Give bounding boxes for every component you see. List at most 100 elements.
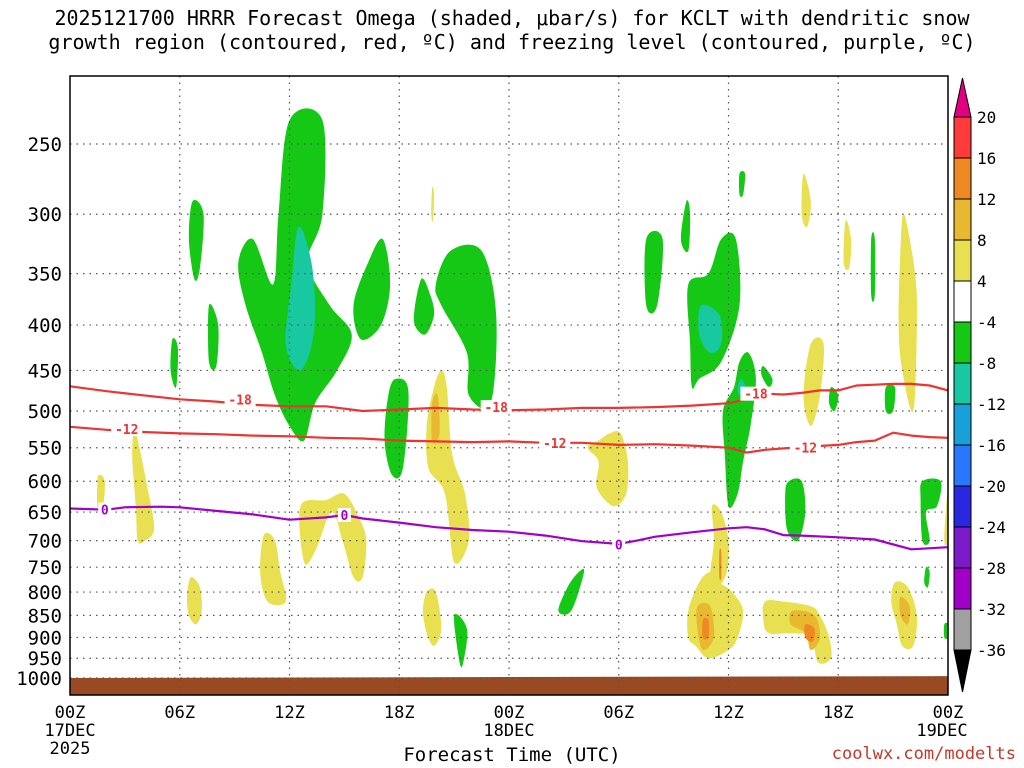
omega-region xyxy=(431,393,440,443)
dgz-minus18-label-bg xyxy=(480,400,512,415)
omega-region xyxy=(702,617,710,640)
colorbar-segment xyxy=(953,157,972,200)
dgz-minus12-label-bg xyxy=(539,435,571,450)
omega-region xyxy=(207,303,219,371)
dgz-minus12-line xyxy=(70,425,948,454)
y-tick-label: 650 xyxy=(28,502,62,524)
omega-region xyxy=(423,588,442,646)
colorbar-segment xyxy=(953,280,972,323)
dgz-minus18-label-bg xyxy=(740,386,772,401)
x-date-label: 2025 xyxy=(50,739,91,759)
colorbar-level-label: -4 xyxy=(977,313,996,332)
omega-region xyxy=(898,213,918,413)
colorbar-level-label: 12 xyxy=(977,190,996,209)
omega-region xyxy=(943,622,948,640)
watermark[interactable]: coolwx.com/modelts xyxy=(831,744,1016,764)
colorbar-level-label: -8 xyxy=(977,354,996,373)
dgz-minus18-label: -18 xyxy=(484,401,508,416)
x-tick-label: 12Z xyxy=(713,703,744,723)
x-date-label: 17DEC xyxy=(44,721,95,741)
x-tick-label: 18Z xyxy=(823,703,854,723)
y-tick-label: 350 xyxy=(28,264,62,286)
x-tick-label: 12Z xyxy=(274,703,305,723)
omega-shading-layer xyxy=(96,108,948,668)
omega-region xyxy=(299,493,367,582)
y-tick-label: 700 xyxy=(28,531,62,553)
colorbar-segment xyxy=(953,526,972,569)
omega-region xyxy=(260,532,287,606)
colorbar-level-label: -28 xyxy=(977,559,1006,578)
omega-region xyxy=(803,337,825,427)
terrain-layer xyxy=(70,676,948,695)
omega-region xyxy=(188,199,204,281)
colorbar-segment xyxy=(953,239,972,282)
axes-layer: 2503003504004505005506006507007508008509… xyxy=(16,75,968,759)
colorbar: 20 16 12 8 4 -4 -8 -12 -16 -20 -24 -28 -32 -36 xyxy=(953,77,1006,693)
y-tick-label: 800 xyxy=(28,582,62,604)
omega-region xyxy=(870,232,876,302)
omega-region xyxy=(426,370,470,564)
x-tick-label: 06Z xyxy=(164,703,195,723)
x-date-label: 19DEC xyxy=(916,721,967,741)
colorbar-level-label: 4 xyxy=(977,272,987,291)
colorbar-level-label: -36 xyxy=(977,641,1006,660)
colorbar-segment xyxy=(953,485,972,528)
omega-region xyxy=(801,173,811,228)
dgz-minus12-label-bg xyxy=(111,422,143,437)
x-tick-label: 00Z xyxy=(55,703,86,723)
omega-region xyxy=(96,474,105,510)
dgz-minus18-label: -18 xyxy=(228,393,252,408)
freezing-level-line xyxy=(70,505,948,551)
colorbar-level-label: 8 xyxy=(977,231,987,250)
colorbar-segment xyxy=(953,116,972,159)
omega-region xyxy=(435,244,497,409)
omega-region xyxy=(453,613,468,668)
y-tick-label: 600 xyxy=(28,471,62,493)
omega-region xyxy=(710,504,729,588)
terrain-fill xyxy=(70,676,948,695)
y-tick-label: 900 xyxy=(28,627,62,649)
colorbar-level-label: 16 xyxy=(977,149,996,168)
colorbar-segment xyxy=(953,198,972,241)
freezing-level-label: 0 xyxy=(101,504,109,519)
y-tick-label: 300 xyxy=(28,204,62,226)
y-tick-label: 450 xyxy=(28,360,62,382)
omega-region xyxy=(924,566,930,588)
omega-region xyxy=(843,219,852,271)
omega-region xyxy=(785,478,806,542)
omega-region xyxy=(944,492,948,546)
y-tick-label: 850 xyxy=(28,605,62,627)
omega-region xyxy=(353,238,391,340)
y-tick-label: 400 xyxy=(28,315,62,337)
colorbar-level-label: -32 xyxy=(977,600,1006,619)
colorbar-segment xyxy=(953,444,972,487)
dgz-minus12-label: -12 xyxy=(115,423,138,438)
omega-region xyxy=(132,431,155,544)
omega-region xyxy=(431,186,435,222)
omega-region xyxy=(413,278,435,335)
x-tick-label: 06Z xyxy=(603,703,634,723)
y-tick-label: 1000 xyxy=(16,668,62,690)
freezing-level-label-bg xyxy=(98,502,112,517)
omega-region xyxy=(384,378,409,479)
x-tick-label: 00Z xyxy=(494,703,525,723)
y-tick-label: 950 xyxy=(28,648,62,670)
omega-region xyxy=(722,352,756,509)
colorbar-segment xyxy=(953,362,972,405)
omega-region xyxy=(884,384,896,414)
omega-region xyxy=(920,478,942,545)
colorbar-segment xyxy=(953,403,972,446)
omega-region xyxy=(170,337,179,388)
x-tick-label: 00Z xyxy=(933,703,964,723)
dgz-minus18-label: -18 xyxy=(744,388,768,403)
y-tick-label: 750 xyxy=(28,557,62,579)
chart-title-line-2: growth region (contoured, red, ºC) and f… xyxy=(48,30,976,54)
colorbar-level-label: -20 xyxy=(977,477,1006,496)
contour-layer: -18 -18 -18 -12 -12 -12 0 0 0 xyxy=(70,382,948,553)
omega-region xyxy=(698,304,723,354)
colorbar-segment xyxy=(953,608,972,651)
colorbar-top-arrow xyxy=(953,77,972,118)
freezing-level-label-bg xyxy=(337,508,351,523)
x-axis-label: Forecast Time (UTC) xyxy=(403,744,621,766)
